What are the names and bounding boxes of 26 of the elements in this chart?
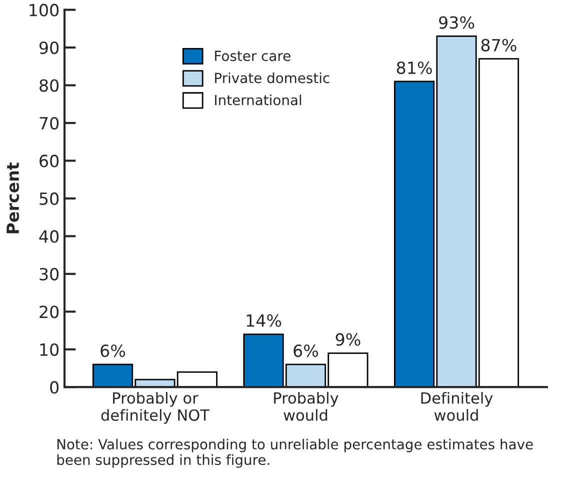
x-tick-label: Probably would — [274, 392, 338, 421]
x-tick-label: Definitely would — [421, 392, 493, 421]
y-tick-label: 0 — [50, 381, 59, 394]
y-tick-label: 80 — [40, 79, 59, 92]
y-tick-label: 30 — [40, 268, 59, 280]
data-label: 87% — [481, 38, 516, 52]
y-tick-label: 40 — [39, 230, 59, 243]
y-tick-label: 90 — [39, 41, 59, 54]
y-tick-label: 10 — [40, 343, 59, 356]
y-tick-label: 20 — [40, 306, 59, 318]
data-label: 6% — [100, 344, 126, 358]
legend-label: Private domestic — [215, 72, 330, 84]
data-label: 14% — [246, 314, 282, 327]
y-tick-label: 100 — [30, 4, 59, 16]
data-label: 9% — [336, 333, 360, 346]
y-tick-label: 60 — [40, 154, 59, 168]
legend-label: Foster care — [215, 50, 290, 62]
data-label: 93% — [439, 16, 474, 29]
data-label: 81% — [396, 61, 432, 74]
x-tick-label: Probably or definitely NOT — [101, 392, 210, 424]
text: Note: Values corresponding to unreliable percentage estimates have been suppressed in this figure. — [57, 438, 533, 468]
data-label: 6% — [294, 344, 318, 358]
y-tick-label: 50 — [40, 192, 59, 206]
y-tick-label: 70 — [40, 116, 59, 130]
y-axis-title: Percent — [6, 162, 20, 234]
legend-label: International — [215, 94, 302, 106]
